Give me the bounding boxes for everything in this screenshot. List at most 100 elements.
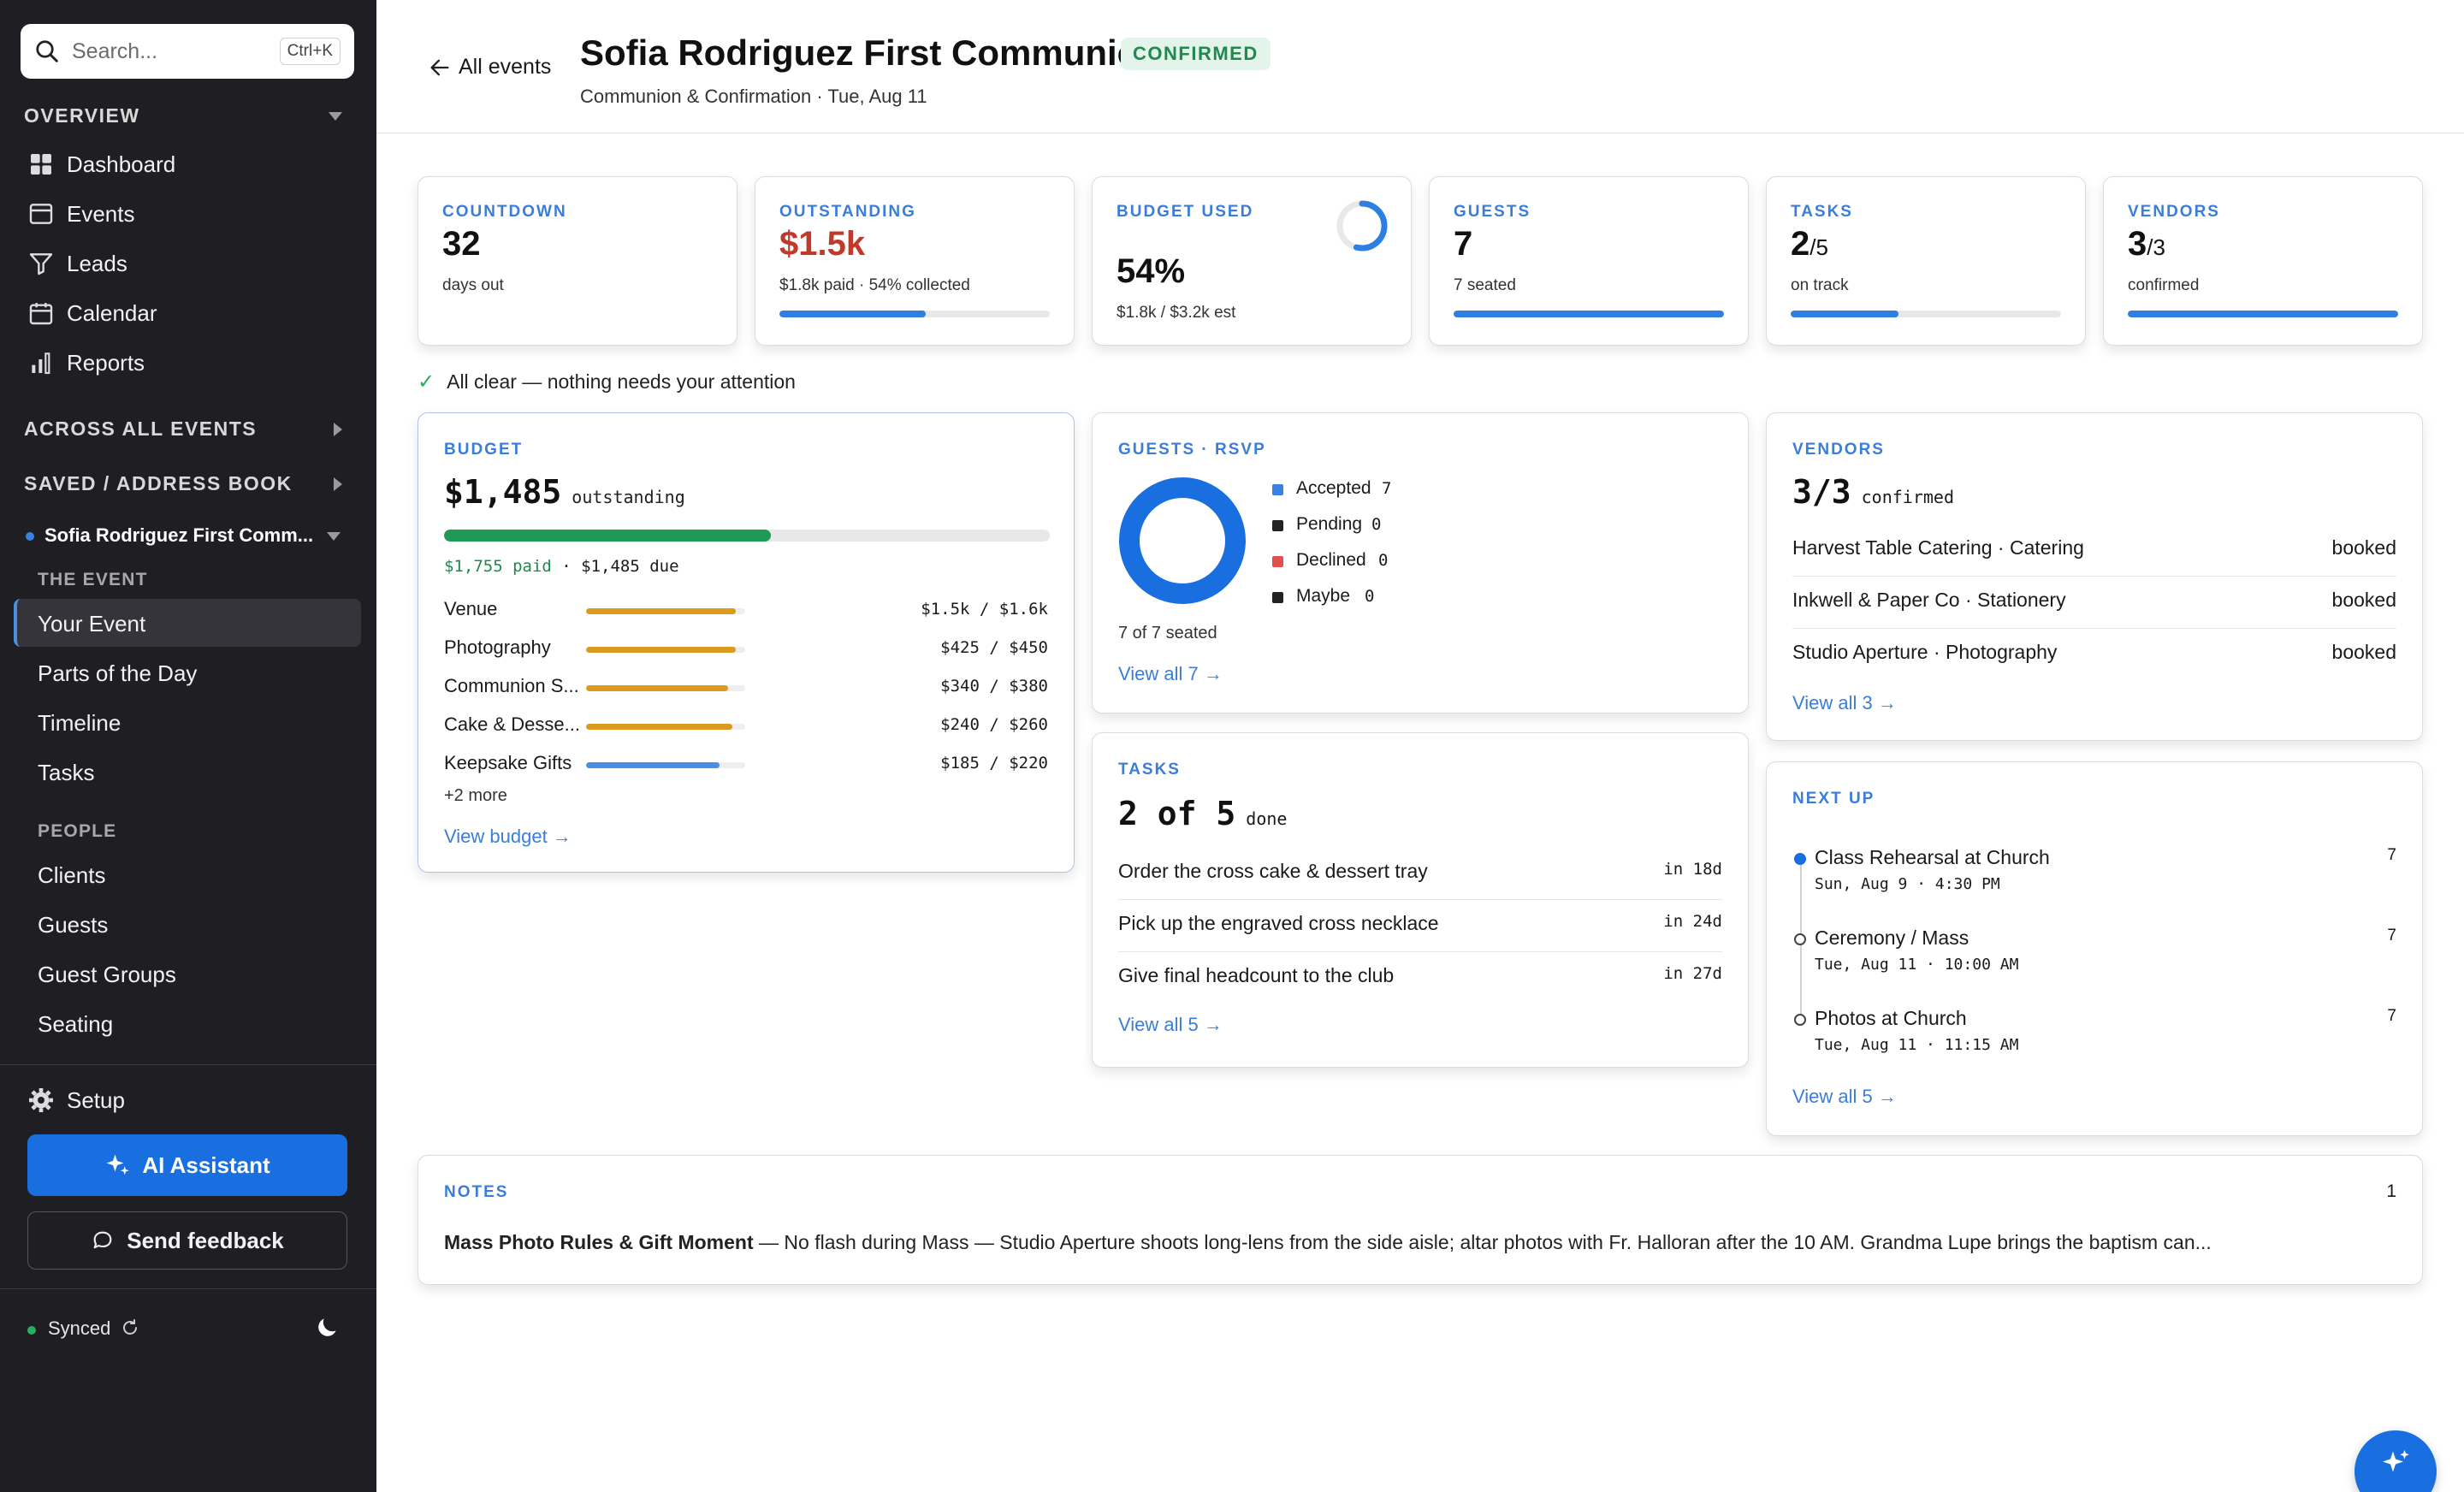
task-name[interactable]: Give final headcount to the club (1118, 964, 1395, 986)
guests-rsvp-card[interactable]: GUESTS · RSVP 7 of 7 seated View all 7 →… (1092, 412, 1749, 713)
timeline-dot-icon (1794, 853, 1806, 865)
sidebar-item-tasks[interactable]: Tasks (38, 760, 95, 785)
vendor-name[interactable]: Harvest Table Catering · Catering (1792, 536, 2084, 559)
nav-events[interactable]: Events (27, 200, 135, 228)
page-subtitle: Communion & Confirmation · Tue, Aug 11 (580, 86, 927, 107)
nav-reports-label: Reports (67, 349, 145, 376)
view-all-next-link[interactable]: View all 5 → (1792, 1086, 1897, 1107)
vendor-name[interactable]: Inkwell & Paper Co · Stationery (1792, 589, 2066, 611)
overview-label: OVERVIEW (24, 104, 140, 127)
back-link[interactable]: All events (428, 55, 551, 80)
vendors-card[interactable]: VENDORS 3/3 confirmed View all 3 → Harve… (1766, 412, 2423, 741)
sidebar-event-name[interactable]: Sofia Rodriguez First Comm... (44, 524, 314, 546)
legend-swatch (1272, 484, 1283, 495)
view-all-tasks-link[interactable]: View all 5 → (1118, 1014, 1223, 1035)
ai-assistant-button[interactable]: AI Assistant (27, 1134, 347, 1196)
moon-icon[interactable] (313, 1314, 341, 1341)
nav-setup[interactable]: Setup (27, 1086, 125, 1114)
budget-item-amount: $425 / $450 (940, 638, 1048, 657)
next-item-count: 7 (2387, 927, 2396, 944)
budget-item-bar-fill (586, 647, 736, 653)
legend-label: Accepted (1296, 478, 1371, 498)
vendors-stat-label: VENDORS (2128, 203, 2220, 221)
nav-leads[interactable]: Leads (27, 250, 127, 277)
tasks-count: 2 of 5 done (1118, 795, 1287, 832)
countdown-card: COUNTDOWN 32 days out (418, 176, 737, 346)
next-item-count: 7 (2387, 846, 2396, 864)
next-up-card[interactable]: NEXT UP View all 5 → Class Rehearsal at … (1766, 761, 2423, 1136)
view-budget-link[interactable]: View budget → (444, 826, 572, 847)
rsvp-accepted-slice (1119, 477, 1246, 604)
overview-section[interactable]: OVERVIEW (24, 104, 342, 127)
search-box[interactable]: Search... Ctrl+K (21, 24, 354, 79)
vendors-stat-sub: confirmed (2128, 276, 2200, 294)
budget-paid-due: $1,755 paid · $1,485 due (444, 557, 679, 576)
tasks-card-label: TASKS (1118, 761, 1181, 779)
notes-card[interactable]: NOTES 1 Mass Photo Rules & Gift Moment —… (418, 1155, 2423, 1285)
guests-stat-card: GUESTS 7 7 seated (1429, 176, 1749, 346)
next-item-name[interactable]: Photos at Church (1815, 1007, 1967, 1029)
next-item-name[interactable]: Class Rehearsal at Church (1815, 846, 2050, 868)
chevron-down-icon[interactable] (327, 532, 341, 541)
rsvp-donut (1119, 477, 1246, 604)
sidebar-item-guests[interactable]: Guests (38, 912, 109, 938)
budget-item-name[interactable]: Keepsake Gifts (444, 752, 572, 773)
sidebar-item-parts-of-day[interactable]: Parts of the Day (38, 660, 198, 686)
tasks-card[interactable]: TASKS 2 of 5 done View all 5 → Order the… (1092, 732, 1749, 1068)
next-item-name[interactable]: Ceremony / Mass (1815, 927, 1969, 949)
search-input[interactable]: Search... (72, 38, 158, 63)
sidebar-item-timeline[interactable]: Timeline (38, 710, 121, 736)
task-divider (1118, 899, 1722, 900)
countdown-sub: days out (442, 276, 504, 294)
sparkle-icon (2383, 1450, 2409, 1472)
outstanding-progress (779, 311, 1050, 317)
people-label: PEOPLE (38, 821, 117, 841)
next-item-when: Sun, Aug 9 · 4:30 PM (1815, 875, 2000, 893)
ai-assistant-label: AI Assistant (142, 1152, 270, 1178)
view-all-vendors-link[interactable]: View all 3 → (1792, 692, 1897, 713)
legend-count: 0 (1365, 587, 1375, 606)
guests-stat-sub: 7 seated (1454, 276, 1516, 294)
budget-item-name[interactable]: Photography (444, 636, 551, 658)
budget-more[interactable]: +2 more (444, 786, 507, 805)
ai-fab-button[interactable] (2354, 1430, 2437, 1492)
sidebar-divider (0, 1288, 376, 1289)
budget-item-name[interactable]: Venue (444, 598, 498, 619)
nav-reports[interactable]: Reports (27, 349, 145, 376)
budget-paid: $1,755 paid (444, 557, 552, 576)
budget-card[interactable]: BUDGET $1,485 outstanding $1,755 paid · … (418, 412, 1075, 873)
legend-label: Declined (1296, 550, 1366, 570)
nav-calendar[interactable]: Calendar (27, 299, 157, 327)
vendor-divider (1792, 628, 2396, 629)
saved-section[interactable]: SAVED / ADDRESS BOOK (24, 472, 342, 495)
alert-banner: ✓ All clear — nothing needs your attenti… (418, 370, 796, 394)
vendor-name[interactable]: Studio Aperture · Photography (1792, 641, 2058, 663)
task-name[interactable]: Order the cross cake & dessert tray (1118, 860, 1428, 882)
guests-seated: 7 of 7 seated (1118, 624, 1217, 642)
budget-item-name[interactable]: Communion S... (444, 675, 579, 696)
sidebar-item-guest-groups[interactable]: Guest Groups (38, 962, 176, 987)
send-feedback-button[interactable]: Send feedback (27, 1211, 347, 1270)
sidebar-item-clients[interactable]: Clients (38, 862, 106, 888)
the-event-label: THE EVENT (38, 570, 148, 589)
across-section[interactable]: ACROSS ALL EVENTS (24, 417, 342, 441)
filter-icon (29, 253, 53, 275)
sidebar-item-your-event[interactable]: Your Event (38, 611, 146, 636)
notes-count: 1 (2386, 1181, 2396, 1201)
sidebar-item-seating[interactable]: Seating (38, 1011, 114, 1037)
budget-used-value: 54% (1116, 252, 1186, 290)
view-all-guests-link[interactable]: View all 7 → (1118, 663, 1223, 684)
across-label: ACROSS ALL EVENTS (24, 417, 258, 440)
budget-item-bar (586, 762, 745, 768)
budget-item-bar-fill (586, 685, 728, 691)
note-item[interactable]: Mass Photo Rules & Gift Moment — No flas… (444, 1231, 2212, 1254)
note-title: Mass Photo Rules & Gift Moment (444, 1231, 754, 1253)
sync-status-dot (27, 1326, 36, 1335)
nav-dashboard[interactable]: Dashboard (27, 151, 175, 178)
task-name[interactable]: Pick up the engraved cross necklace (1118, 912, 1439, 934)
budget-item-name[interactable]: Cake & Desse... (444, 713, 580, 735)
budget-amount: $1,485 outstanding (444, 473, 685, 511)
nav-events-label: Events (67, 200, 135, 227)
refresh-icon[interactable] (120, 1317, 140, 1338)
legend-count: 0 (1378, 551, 1389, 570)
